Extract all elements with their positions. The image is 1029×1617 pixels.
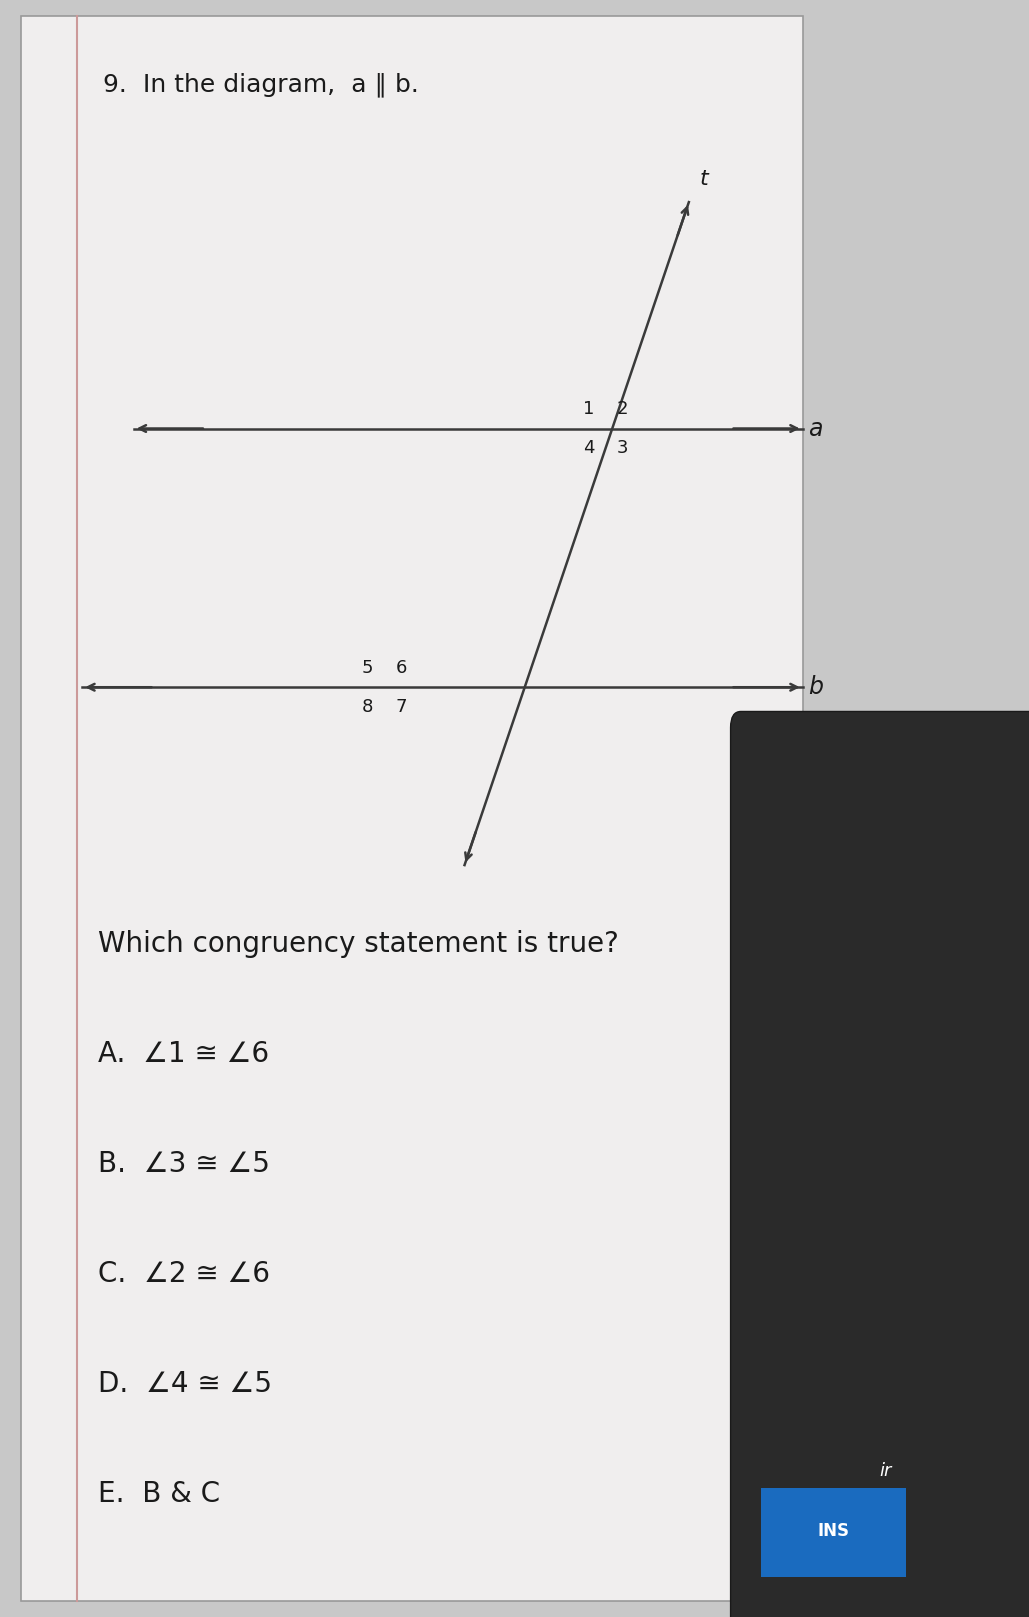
Text: 8: 8 <box>361 699 372 716</box>
Text: 3: 3 <box>616 440 629 458</box>
Text: 5: 5 <box>361 658 372 676</box>
Text: A.  ∠1 ≅ ∠6: A. ∠1 ≅ ∠6 <box>98 1040 269 1067</box>
Text: $a$: $a$ <box>808 417 823 440</box>
Text: 9.  In the diagram,  a ∥ b.: 9. In the diagram, a ∥ b. <box>103 73 419 97</box>
Text: B.  ∠3 ≅ ∠5: B. ∠3 ≅ ∠5 <box>98 1150 270 1177</box>
Text: D.  ∠4 ≅ ∠5: D. ∠4 ≅ ∠5 <box>98 1370 272 1397</box>
Text: INS: INS <box>817 1522 850 1541</box>
FancyBboxPatch shape <box>731 711 1029 1617</box>
Text: 2: 2 <box>616 399 629 417</box>
Text: E.  B & C: E. B & C <box>98 1480 220 1507</box>
FancyBboxPatch shape <box>21 16 803 1601</box>
Text: C.  ∠2 ≅ ∠6: C. ∠2 ≅ ∠6 <box>98 1260 270 1287</box>
FancyBboxPatch shape <box>761 1488 906 1577</box>
Text: 7: 7 <box>395 699 407 716</box>
Text: 1: 1 <box>582 399 594 417</box>
Text: $t$: $t$ <box>699 170 711 189</box>
Text: $b$: $b$ <box>808 676 823 699</box>
Text: ir: ir <box>880 1462 892 1480</box>
Text: 4: 4 <box>582 440 594 458</box>
Text: 6: 6 <box>395 658 406 676</box>
Text: Which congruency statement is true?: Which congruency statement is true? <box>98 930 618 957</box>
